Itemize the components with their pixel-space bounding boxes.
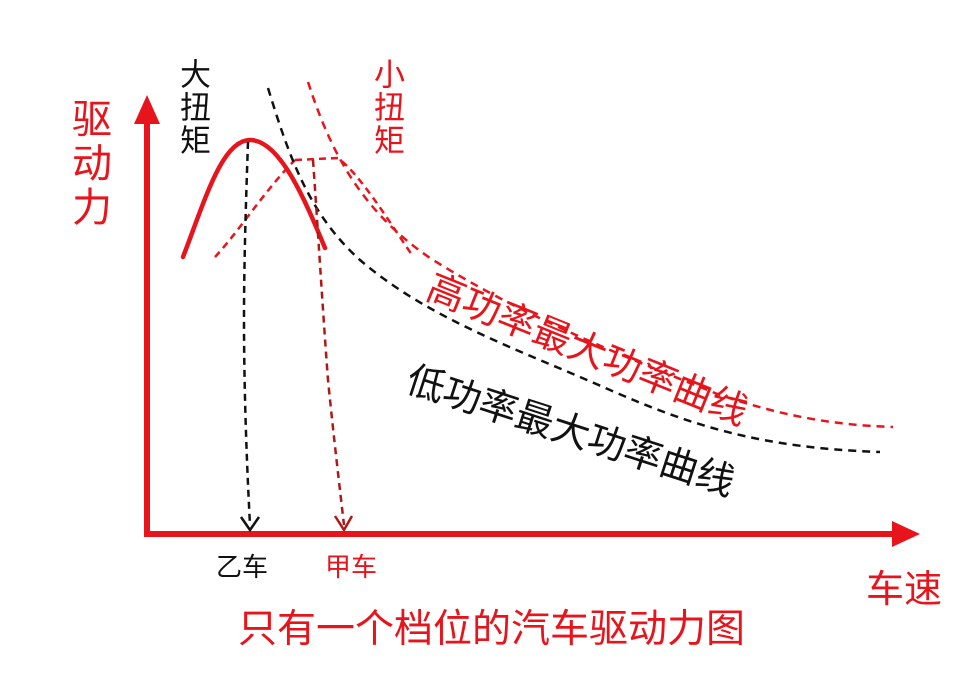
low-power-curve [266,87,881,454]
diagram-title: 只有一个档位的汽车驱动力图 [238,607,746,652]
y-axis-label: 驱动力 [65,98,111,230]
high-power-curve [306,81,894,429]
jia-car-arrowhead [333,515,354,533]
y-axis-arrowhead [134,95,160,124]
yi-car-guide-line [242,141,252,526]
jia-car-guide-line [311,159,346,526]
small-torque-curve-top [294,156,414,256]
yi-car-arrowhead [239,516,261,533]
small-torque-curve [214,159,296,258]
large-torque-label: 大扭矩 [174,58,210,157]
yi-car-label: 乙车 [216,553,269,583]
large-torque-curve [180,137,328,260]
x-axis-label: 车速 [866,567,943,611]
small-torque-label: 小扭矩 [368,58,404,157]
jia-car-label: 甲车 [325,553,378,583]
x-axis-arrowhead [892,521,920,547]
